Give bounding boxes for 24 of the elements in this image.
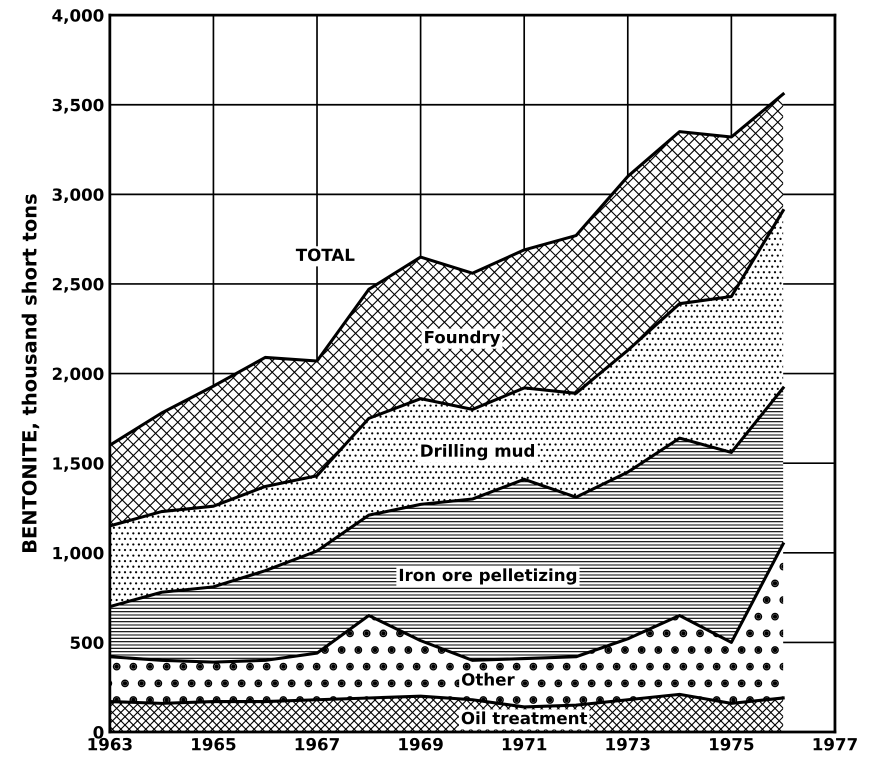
y-tick-label: 0 bbox=[93, 726, 104, 739]
series-label: Oil treatment bbox=[462, 711, 588, 724]
y-tick-label: 3,500 bbox=[52, 98, 104, 114]
y-tick-label: 2,500 bbox=[52, 278, 104, 293]
y-tick-label: 500 bbox=[70, 636, 104, 649]
series-label: Foundry bbox=[425, 330, 500, 347]
x-tick-label: 1975 bbox=[710, 738, 754, 750]
series-label: Iron ore pelletizing bbox=[400, 568, 576, 585]
series-label: Other bbox=[462, 672, 515, 686]
y-axis-title: BENTONITE, thousand short tons bbox=[22, 194, 40, 552]
x-tick-label: 1967 bbox=[296, 738, 339, 750]
x-tick-label: 1977 bbox=[814, 738, 857, 750]
x-tick-label: 1969 bbox=[399, 738, 443, 750]
x-tick-label: 1973 bbox=[606, 738, 650, 750]
x-tick-label: 1963 bbox=[88, 738, 132, 750]
y-tick-label: 3,000 bbox=[52, 188, 104, 204]
y-tick-label: 4,000 bbox=[52, 9, 104, 24]
series-label: Drilling mud bbox=[421, 444, 534, 460]
y-tick-label: 1,000 bbox=[53, 546, 104, 562]
y-tick-label: 2,000 bbox=[52, 368, 104, 382]
x-tick-label: 1971 bbox=[502, 738, 546, 750]
x-tick-label: 1965 bbox=[192, 738, 236, 750]
y-tick-label: 1,500 bbox=[53, 457, 104, 472]
annotation: TOTAL bbox=[296, 248, 354, 262]
